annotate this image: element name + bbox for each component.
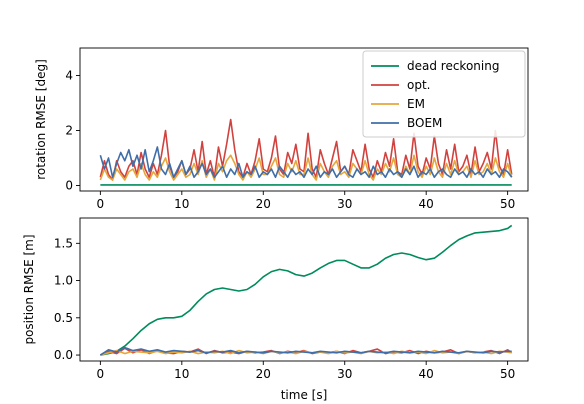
legend-label-opt: opt. [407,78,430,92]
position-rmse-x-axis-label: time [s] [281,388,328,402]
rotation-rmse-series-boem [99,146,513,179]
legend-box [362,50,526,138]
position-rmse-series-dead-reckoning [100,224,513,356]
position-rmse-y-axis-label: position RMSE [m] [22,234,36,344]
rotation-rmse-x-tick-label: 30 [337,197,352,211]
position-rmse-series-boem [99,346,512,356]
rotation-rmse-x-tick-label: 0 [97,197,105,211]
legend-label-boem: BOEM [407,116,442,130]
position-rmse-y-tick-label: 0.5 [54,311,73,325]
rotation-rmse-x-tick-label: 40 [419,197,434,211]
rotation-rmse-axes-frame [79,47,529,192]
position-rmse-panel: 0 10 20 30 40 50 0.0 0.5 1.0 1.5 position RMSE [m]… [22,217,529,402]
position-rmse-x-tick-label: 10 [174,367,189,381]
position-rmse-x-tick-label: 20 [256,367,271,381]
rotation-rmse-y-tick-label: 4 [65,69,73,83]
rotation-rmse-panel: 0 10 20 30 40 50 0 2 4 rotation RMSE [deg] dead re… [34,47,529,211]
position-rmse-y-tick-label: 1.5 [54,236,73,250]
rotation-rmse-y-tick-label: 0 [65,179,73,193]
position-rmse-x-tick-label: 50 [500,367,515,381]
rotation-rmse-y-tick-label: 2 [65,124,73,138]
position-rmse-x-tick-label: 0 [97,367,105,381]
rotation-rmse-x-tick-label: 50 [500,197,515,211]
position-rmse-y-tick-label: 0.0 [54,348,73,362]
rotation-rmse-x-tick-label: 10 [174,197,189,211]
rotation-rmse-series-em [99,154,513,181]
legend: dead reckoning opt. EM BOEM [362,50,526,138]
position-rmse-x-tick-label: 40 [419,367,434,381]
position-rmse-axes-frame [79,217,529,362]
rotation-rmse-y-axis-label: rotation RMSE [deg] [34,59,48,180]
position-rmse-x-tick-label: 30 [337,367,352,381]
legend-label-em: EM [407,97,425,111]
legend-label-dead-reckoning: dead reckoning [407,59,499,73]
position-rmse-y-tick-label: 1.0 [54,274,73,288]
rotation-rmse-x-tick-label: 20 [256,197,271,211]
